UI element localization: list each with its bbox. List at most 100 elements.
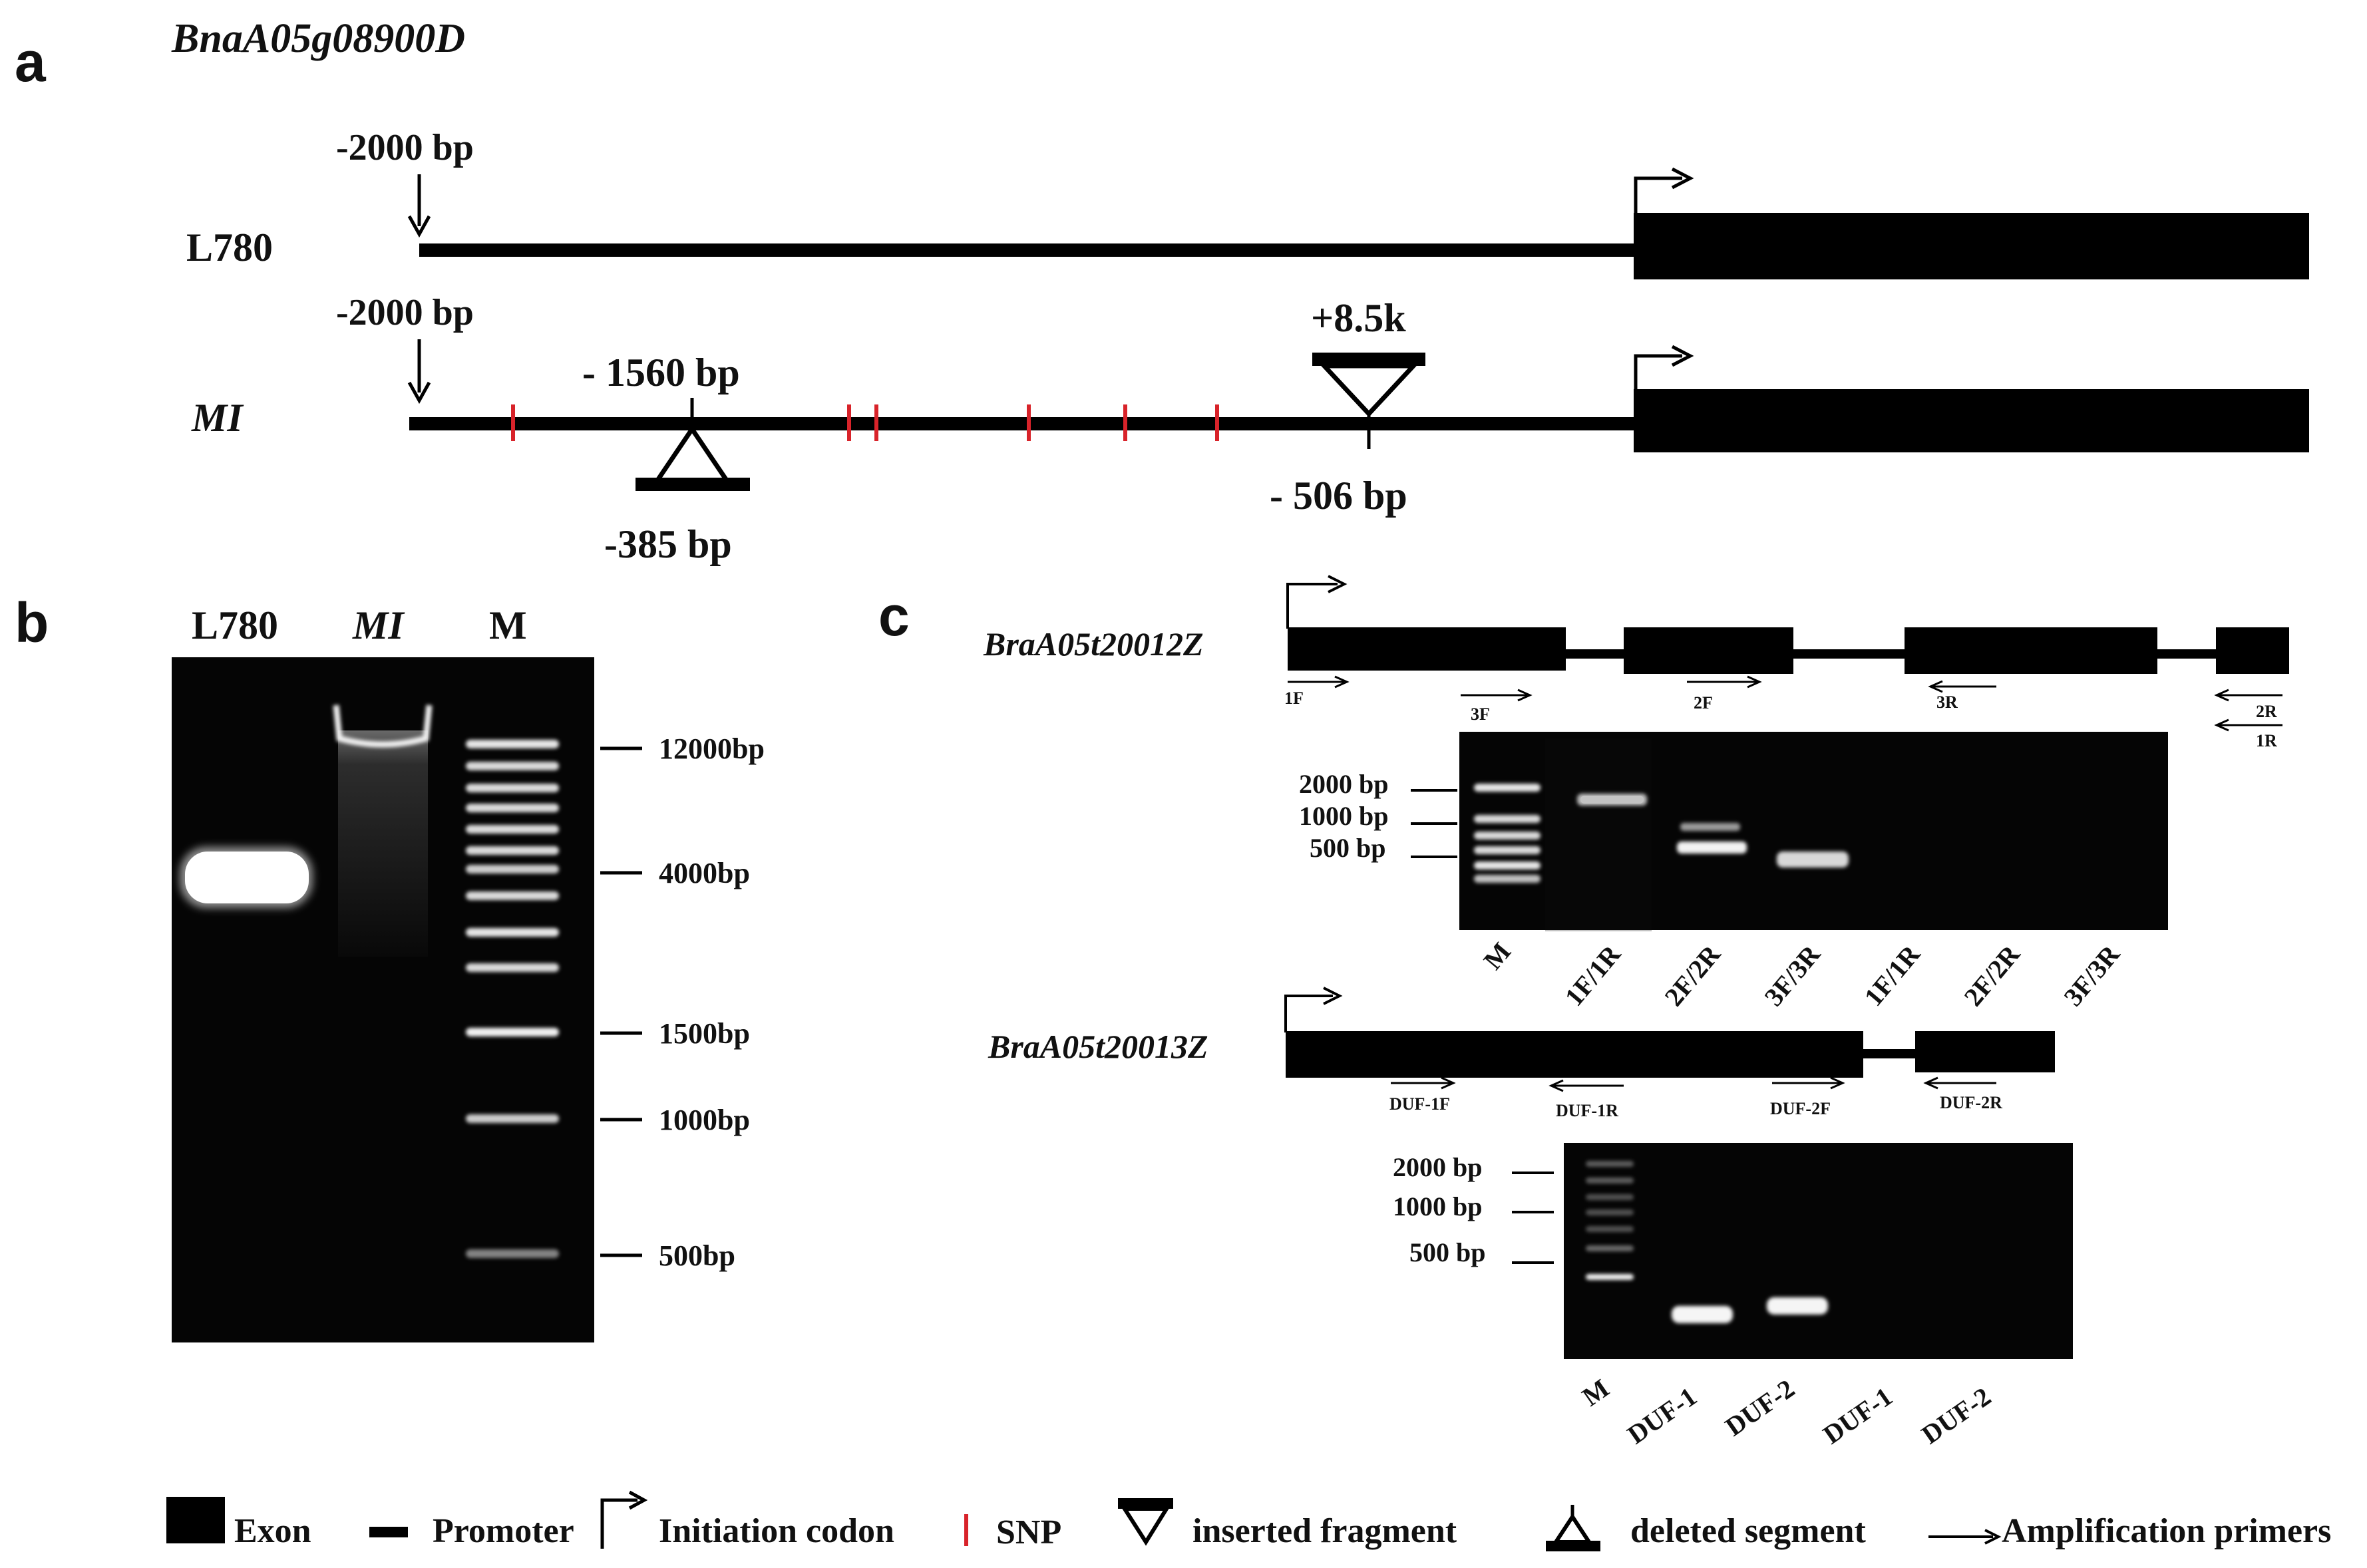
svg-text:3R: 3R — [1936, 693, 1958, 712]
gel-b-marker-500: 500bp — [659, 1239, 735, 1272]
svg-text:Amplification primers: Amplification primers — [2002, 1512, 2331, 1550]
gel-c2 — [1564, 1143, 2073, 1359]
gel-c2-band-duf2 — [1767, 1297, 1828, 1315]
ladder-band — [466, 804, 559, 812]
primer-arrow-duf-1f: DUF-1F — [1389, 1076, 1456, 1114]
primer-arrow-3f: 3F — [1461, 689, 1533, 724]
panel-c-letter: c — [878, 585, 910, 647]
gel-c1-band-2f2r-upper — [1680, 823, 1740, 831]
l780-exon — [1634, 213, 2309, 279]
gel-c1-lane: 3F/3R — [1758, 939, 1826, 1012]
gel-c2-ladder — [1586, 1161, 1634, 1280]
l780-gene-model: -2000 bp L780 — [186, 127, 2309, 279]
gene2-exon-2 — [1915, 1031, 2055, 1072]
ladder-band — [1474, 862, 1541, 869]
mi-label: MI — [191, 396, 244, 440]
snp-mark — [847, 404, 851, 441]
inserted-fragment-icon — [1118, 1498, 1173, 1546]
svg-text:3F: 3F — [1471, 705, 1490, 724]
ladder-band — [1474, 875, 1541, 883]
gel-b-marker-1500: 1500bp — [659, 1017, 750, 1050]
primer-arrow-3r: 3R — [1928, 680, 1996, 712]
gel-c1-band-1f1r-core — [1580, 796, 1644, 804]
ladder-band — [1586, 1226, 1634, 1232]
primer-arrow-2f: 2F — [1687, 675, 1762, 712]
mi-gene-model: -2000 bp MI - 1560 bp -385 bp — [191, 292, 2309, 566]
gel-c1-lane-labels: M 1F/1R 2F/2R 3F/3R 1F/1R 2F/2R 3F/3R — [1477, 937, 2125, 1012]
ladder-band — [466, 1028, 559, 1036]
svg-text:inserted fragment: inserted fragment — [1192, 1512, 1457, 1550]
mi-insertion-marker — [1312, 353, 1425, 449]
gel-c1-marker-labels: 2000 bp 1000 bp 500 bp — [1299, 769, 1457, 863]
mi-promoter — [409, 417, 1637, 430]
gel-c1-ladder — [1474, 784, 1541, 883]
gel-c1-lane: M — [1477, 937, 1517, 975]
mi-start-label: -2000 bp — [336, 292, 474, 333]
gel-c1-band-3f3r — [1777, 852, 1849, 867]
gene1-exon-1 — [1288, 627, 1566, 671]
gene2-model: DUF-1F DUF-1R DUF-2F DUF-2R — [1284, 987, 2055, 1120]
gene1-initiation-arrow — [1286, 575, 1348, 629]
ladder-band — [1586, 1161, 1634, 1167]
gel-c1-lane: 2F/2R — [1958, 939, 2026, 1012]
svg-text:DUF-1R: DUF-1R — [1556, 1101, 1618, 1120]
initiation-arrow-icon — [600, 1490, 648, 1549]
ladder-band — [1474, 784, 1541, 792]
primer-arrow-1f: 1F — [1284, 675, 1350, 708]
l780-promoter — [419, 243, 1637, 257]
primer-arrow-2r: 2R — [2214, 689, 2282, 721]
legend: Exon Promoter Initiation codon SNP inser… — [166, 1490, 2331, 1551]
ladder-band — [466, 1114, 559, 1123]
primer-arrow-duf-2r: DUF-2R — [1923, 1076, 2002, 1112]
gel-c1-marker-500: 500 bp — [1310, 833, 1386, 863]
gel-c2-background — [1564, 1143, 2073, 1359]
l780-start-label: -2000 bp — [336, 127, 474, 168]
gene2-initiation-arrow — [1284, 987, 1343, 1032]
gel-b-ladder — [466, 740, 559, 1258]
gel-b-marker-labels: 12000bp 4000bp 1500bp 1000bp 500bp — [600, 732, 765, 1272]
ladder-band — [1474, 815, 1541, 823]
ladder-band — [466, 865, 559, 873]
gel-c2-marker-2000: 2000 bp — [1393, 1152, 1483, 1182]
gene1-exon-3 — [1905, 627, 2157, 674]
gel-b-marker-4000: 4000bp — [659, 857, 750, 889]
gel-b-lane-m: M — [489, 603, 527, 647]
ladder-band — [466, 846, 559, 855]
legend-snp: SNP — [964, 1513, 1061, 1551]
gel-c2-lane: DUF-2 — [1720, 1373, 1799, 1442]
svg-text:2R: 2R — [2256, 702, 2277, 721]
ladder-band — [466, 762, 559, 770]
ladder-band — [466, 784, 559, 792]
svg-text:1R: 1R — [2256, 731, 2277, 750]
deleted-segment-icon — [1546, 1505, 1600, 1551]
mi-insertion-size: +8.5k — [1311, 296, 1406, 340]
gel-c1-marker-2000: 2000 bp — [1299, 769, 1389, 799]
ladder-band — [1586, 1194, 1634, 1200]
gel-c2-lane: DUF-1 — [1622, 1381, 1702, 1450]
gel-b-marker-12000: 12000bp — [659, 732, 765, 765]
gel-c1-lane: 3F/3R — [2058, 939, 2125, 1012]
gel-c1-marker-1000: 1000 bp — [1299, 801, 1389, 831]
ladder-band — [466, 740, 559, 748]
gene1-exon-2 — [1624, 627, 1793, 674]
mi-insertion-position: - 506 bp — [1270, 474, 1407, 518]
svg-text:Promoter: Promoter — [433, 1512, 574, 1550]
snp-mark — [1123, 404, 1127, 441]
gel-c1-band-2f2r — [1677, 842, 1747, 854]
svg-text:DUF-1F: DUF-1F — [1389, 1094, 1450, 1114]
ladder-band — [1586, 1274, 1634, 1280]
gene1-name: BraA05t20012Z — [983, 625, 1204, 663]
ladder-band — [466, 891, 559, 900]
gene2-exon-1 — [1286, 1031, 1863, 1078]
ladder-band — [1474, 832, 1541, 840]
panel-a-gene-name: BnaA05g08900D — [171, 16, 465, 61]
snp-mark — [1027, 404, 1031, 441]
svg-text:2F: 2F — [1694, 693, 1713, 712]
exon-swatch-icon — [166, 1497, 225, 1543]
mi-deletion-size: -385 bp — [604, 522, 732, 566]
gel-c2-lane: DUF-1 — [1817, 1381, 1897, 1450]
primer-arrow-1r: 1R — [2214, 718, 2282, 750]
svg-text:DUF-2R: DUF-2R — [1940, 1093, 2002, 1112]
gel-c1-lane: 1F/1R — [1558, 939, 1626, 1012]
